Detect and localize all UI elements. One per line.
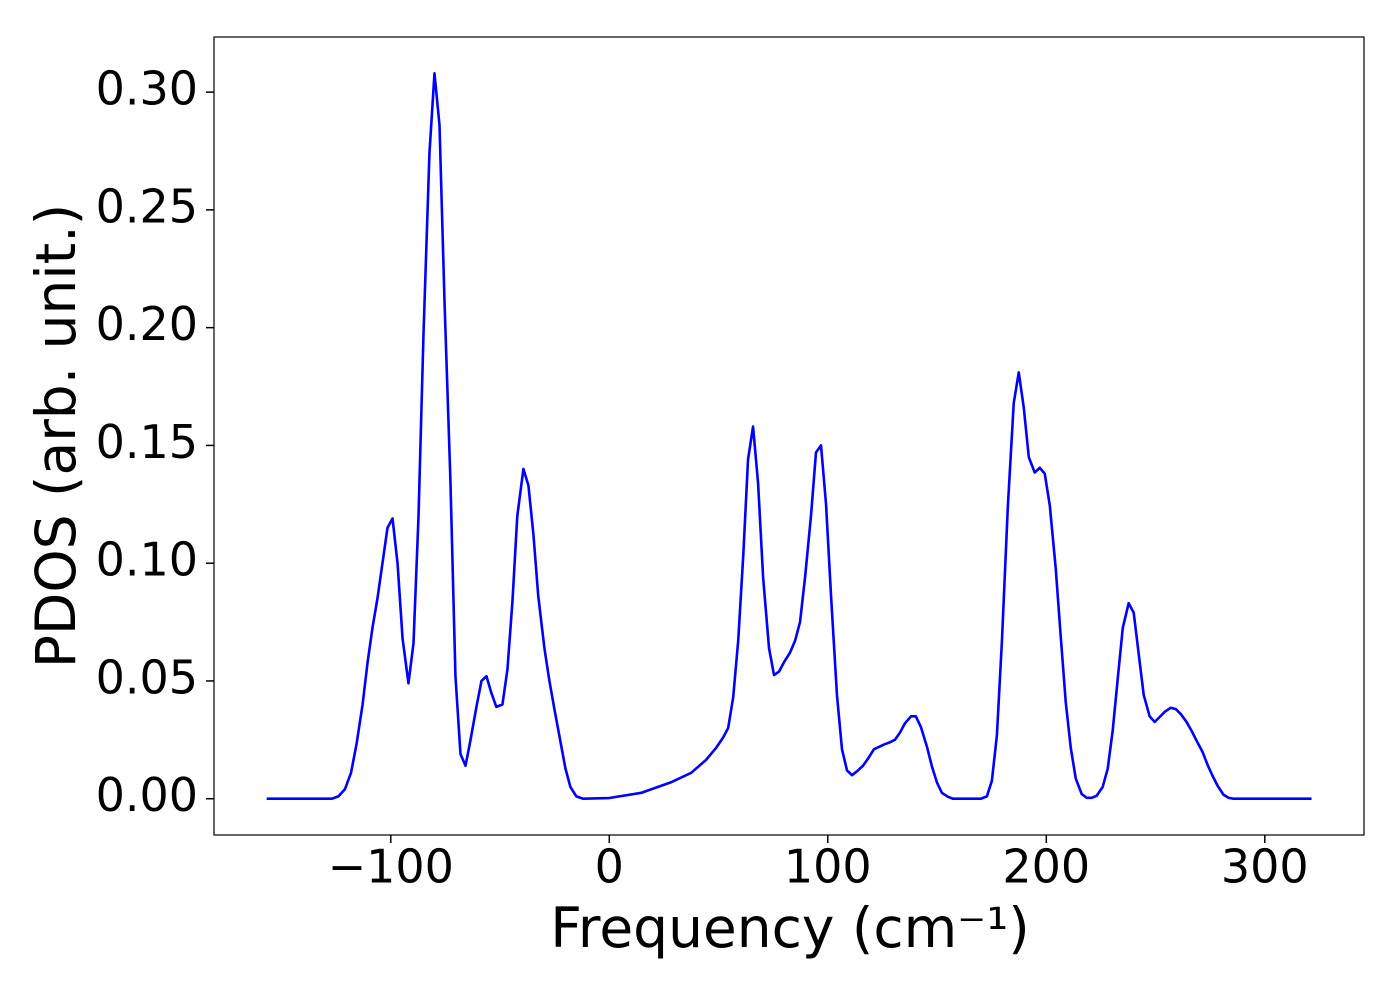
x-tick-label: 300 [1221, 840, 1309, 894]
plot-frame [213, 36, 1365, 836]
y-tick-label: 0.15 [96, 415, 198, 469]
y-tick-label: 0.20 [96, 297, 198, 351]
y-axis-label: PDOS (arb. unit.) [24, 204, 88, 668]
x-tick-label: 0 [595, 840, 624, 894]
y-tick-label: 0.00 [96, 768, 198, 822]
y-tick-label: 0.05 [96, 650, 198, 704]
y-tick-label: 0.25 [96, 179, 198, 233]
y-tick-label: 0.10 [96, 533, 198, 587]
data-line [266, 71, 1312, 801]
x-tick-label: 200 [1002, 840, 1090, 894]
x-axis-label: Frequency (cm⁻¹) [550, 896, 1029, 960]
x-tick-label: 100 [784, 840, 872, 894]
x-tick-label: −100 [328, 840, 454, 894]
y-tick-label: 0.30 [96, 62, 198, 116]
